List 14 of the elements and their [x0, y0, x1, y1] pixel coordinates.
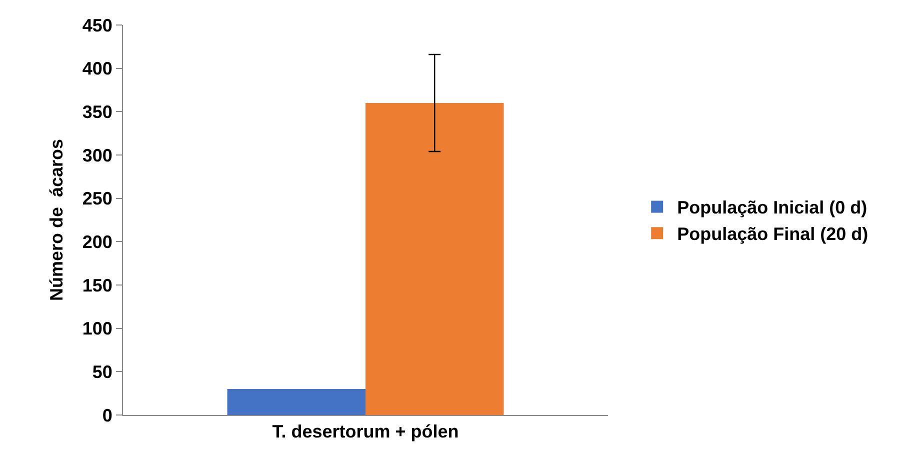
y-tick-label: 150: [82, 275, 112, 296]
y-tick-label: 400: [82, 58, 112, 79]
y-tick-label: 50: [92, 362, 112, 382]
y-tick-label: 200: [82, 232, 112, 252]
y-tick-label: 450: [82, 15, 112, 36]
legend-label: População Inicial (0 d): [677, 198, 868, 218]
y-axis-title: Número de ácaros: [46, 138, 67, 302]
y-tick-label: 250: [82, 188, 112, 209]
y-tick-label: 300: [82, 145, 112, 166]
y-tick-label: 100: [82, 318, 112, 339]
y-tick-label: 0: [102, 405, 112, 426]
y-tick-label: 350: [82, 102, 112, 122]
legend-label: População Final (20 d): [677, 224, 868, 244]
x-tick-label: T. desertorum + pólen: [272, 422, 459, 442]
